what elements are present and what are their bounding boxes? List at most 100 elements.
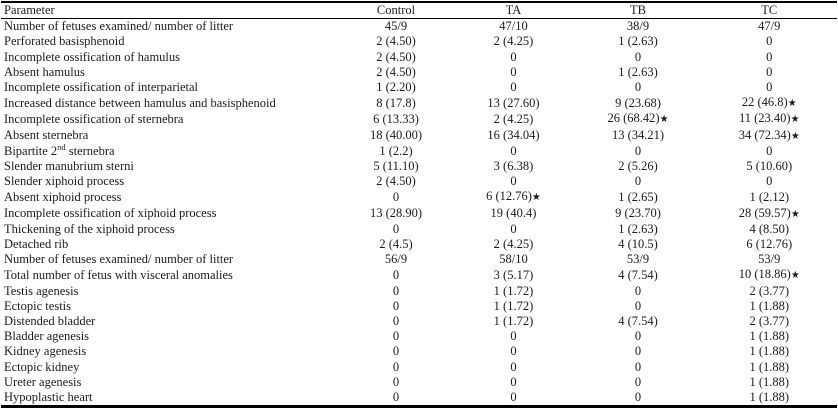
table-row: Ureter agenesis 0 0 0 1 (1.88) bbox=[1, 375, 837, 390]
control-value-cell: 0 bbox=[392, 314, 400, 329]
tb-value-cell: 53/9 bbox=[626, 252, 650, 267]
column-header-ta: TA bbox=[452, 2, 575, 20]
control-value-cell: 0 bbox=[392, 374, 400, 389]
column-header-tc: TC bbox=[701, 2, 837, 20]
parameter-cell: Incomplete ossification of hamulus bbox=[4, 49, 181, 64]
tc-value-cell: 1 (1.88) bbox=[749, 329, 790, 344]
tc-value-cell: 0 bbox=[766, 143, 773, 158]
header-row: Parameter Control TA TB TC bbox=[1, 2, 837, 20]
control-value-cell: 0 bbox=[392, 344, 400, 359]
tb-value-cell: 0 bbox=[634, 329, 642, 344]
ta-value-cell: 2 (4.25) bbox=[493, 111, 534, 126]
column-header-parameter: Parameter bbox=[1, 2, 340, 20]
table-row: Kidney agenesis 0 0 0 1 (1.88) bbox=[1, 344, 837, 359]
table-row: Thickening of the xiphoid process 0 0 1 (2.… bbox=[1, 222, 837, 237]
ta-value-cell: 0 bbox=[510, 359, 517, 374]
tb-value-cell: 0 bbox=[634, 344, 642, 359]
tb-value-cell: 2 (5.26) bbox=[618, 159, 658, 174]
parameter-cell: Number of fetuses examined/ number of li… bbox=[4, 252, 234, 267]
tc-value-cell: 34 (72.34)★ bbox=[738, 127, 800, 142]
significance-star-marker: ★ bbox=[790, 114, 800, 126]
ta-value-cell: 1 (1.72) bbox=[493, 283, 534, 298]
table-row: Incomplete ossification of xiphoid proce… bbox=[1, 206, 837, 222]
tc-value-cell: 1 (1.88) bbox=[749, 344, 790, 359]
tb-value-cell: 4 (10.5) bbox=[618, 237, 658, 252]
ta-value-cell: 0 bbox=[510, 344, 517, 359]
table-row: Perforated basisphenoid 2 (4.50) 2 (4.25) 1… bbox=[1, 34, 837, 49]
table-row: Detached rib 2 (4.5) 2 (4.25) 4 (10.5) 6 (12… bbox=[1, 237, 837, 252]
tc-value-cell: 53/9 bbox=[758, 252, 781, 267]
parameter-cell: Slender manubrium sterni bbox=[4, 159, 134, 174]
parameter-cell: Distended bladder bbox=[4, 314, 96, 329]
control-value-cell: 0 bbox=[392, 189, 400, 204]
control-value-cell: 2 (4.50) bbox=[376, 49, 416, 64]
parameter-cell: Incomplete ossification of xiphoid proce… bbox=[4, 206, 217, 221]
tb-value-cell: 26 (68.42)★ bbox=[607, 111, 669, 126]
table-row: Hypoplastic heart 0 0 0 1 (1.88) bbox=[1, 390, 837, 407]
tc-value-cell: 0 bbox=[766, 64, 773, 79]
table-row: Ectopic testis 0 1 (1.72) 0 1 (1.88) bbox=[1, 299, 837, 314]
table-row: Absent hamulus 2 (4.50) 0 1 (2.63) 0 bbox=[1, 65, 837, 80]
control-value-cell: 0 bbox=[392, 283, 400, 298]
tb-value-cell: 9 (23.68) bbox=[615, 95, 661, 110]
control-value-cell: 18 (40.00) bbox=[369, 128, 423, 143]
tc-value-cell: 11 (23.40)★ bbox=[738, 111, 800, 126]
control-value-cell: 8 (17.8) bbox=[376, 95, 416, 110]
control-value-cell: 0 bbox=[392, 221, 400, 236]
tb-value-cell: 4 (7.54) bbox=[618, 267, 658, 282]
tc-value-cell: 2 (3.77) bbox=[749, 283, 790, 298]
parameter-cell: Absent sternebra bbox=[4, 128, 89, 143]
control-value-cell: 2 (4.5) bbox=[379, 237, 413, 252]
significance-star-marker: ★ bbox=[531, 192, 541, 204]
tc-value-cell: 6 (12.76) bbox=[746, 237, 793, 252]
parameter-cell: Thickening of the xiphoid process bbox=[4, 221, 175, 236]
ta-value-cell: 1 (1.72) bbox=[493, 298, 534, 313]
tb-value-cell: 4 (7.54) bbox=[618, 314, 658, 329]
parameter-cell: Testis agenesis bbox=[4, 283, 79, 298]
control-value-cell: 13 (28.90) bbox=[369, 206, 423, 221]
significance-star-marker: ★ bbox=[790, 270, 800, 282]
significance-star-marker: ★ bbox=[659, 114, 669, 126]
parameter-cell: Perforated basisphenoid bbox=[4, 34, 125, 49]
control-value-cell: 5 (11.10) bbox=[373, 159, 419, 174]
ta-value-cell: 0 bbox=[510, 49, 517, 64]
parameter-cell: Number of fetuses examined/ number of li… bbox=[4, 19, 234, 34]
parameter-cell: Increased distance between hamulus and b… bbox=[4, 95, 276, 110]
tb-value-cell: 0 bbox=[634, 359, 642, 374]
parameter-cell: Bipartite 2nd sternebra bbox=[4, 143, 115, 158]
control-value-cell: 0 bbox=[392, 267, 400, 282]
ta-value-cell: 58/10 bbox=[499, 252, 528, 267]
tb-value-cell: 1 (2.63) bbox=[618, 64, 658, 79]
tc-value-cell: 2 (3.77) bbox=[749, 314, 790, 329]
table-row: Slender manubrium sterni 5 (11.10) 3 (6.38… bbox=[1, 159, 837, 174]
parameter-cell: Kidney agenesis bbox=[4, 344, 87, 359]
ta-value-cell: 0 bbox=[510, 221, 517, 236]
parameter-cell: Total number of fetus with visceral anom… bbox=[4, 267, 233, 282]
parameter-cell: Incomplete ossification of interparietal bbox=[4, 80, 199, 95]
tb-value-cell: 0 bbox=[634, 283, 642, 298]
parameter-cell: Incomplete ossification of sternebra bbox=[4, 111, 184, 126]
tc-value-cell: 1 (1.88) bbox=[749, 359, 790, 374]
tb-value-cell: 0 bbox=[634, 390, 642, 405]
tc-value-cell: 47/9 bbox=[758, 19, 781, 34]
table-row: Slender xiphoid process 2 (4.50) 0 0 0 bbox=[1, 174, 837, 189]
control-value-cell: 0 bbox=[392, 390, 400, 405]
tc-value-cell: 4 (8.50) bbox=[749, 221, 790, 236]
tb-value-cell: 13 (34.21) bbox=[611, 128, 665, 143]
ta-value-cell: 2 (4.25) bbox=[493, 237, 534, 252]
tc-value-cell: 28 (59.57)★ bbox=[738, 205, 800, 220]
tb-value-cell: 0 bbox=[634, 374, 642, 389]
table-row: Bladder agenesis 0 0 0 1 (1.88) bbox=[1, 329, 837, 344]
parameter-cell: Ectopic kidney bbox=[4, 359, 80, 374]
tb-value-cell: 1 (2.63) bbox=[618, 221, 658, 236]
table-row: Increased distance between hamulus and b… bbox=[1, 95, 837, 111]
control-value-cell: 2 (4.50) bbox=[376, 174, 416, 189]
tb-value-cell: 9 (23.70) bbox=[615, 206, 661, 221]
ta-value-cell: 16 (34.04) bbox=[487, 128, 540, 143]
table-row: Testis agenesis 0 1 (1.72) 0 2 (3.77) bbox=[1, 284, 837, 299]
tb-value-cell: 1 (2.65) bbox=[618, 189, 658, 204]
parameter-cell: Absent hamulus bbox=[4, 64, 85, 79]
ta-value-cell: 0 bbox=[510, 374, 517, 389]
table-row: Absent xiphoid process 0 6 (12.76)★ 1 (2.65… bbox=[1, 189, 837, 205]
